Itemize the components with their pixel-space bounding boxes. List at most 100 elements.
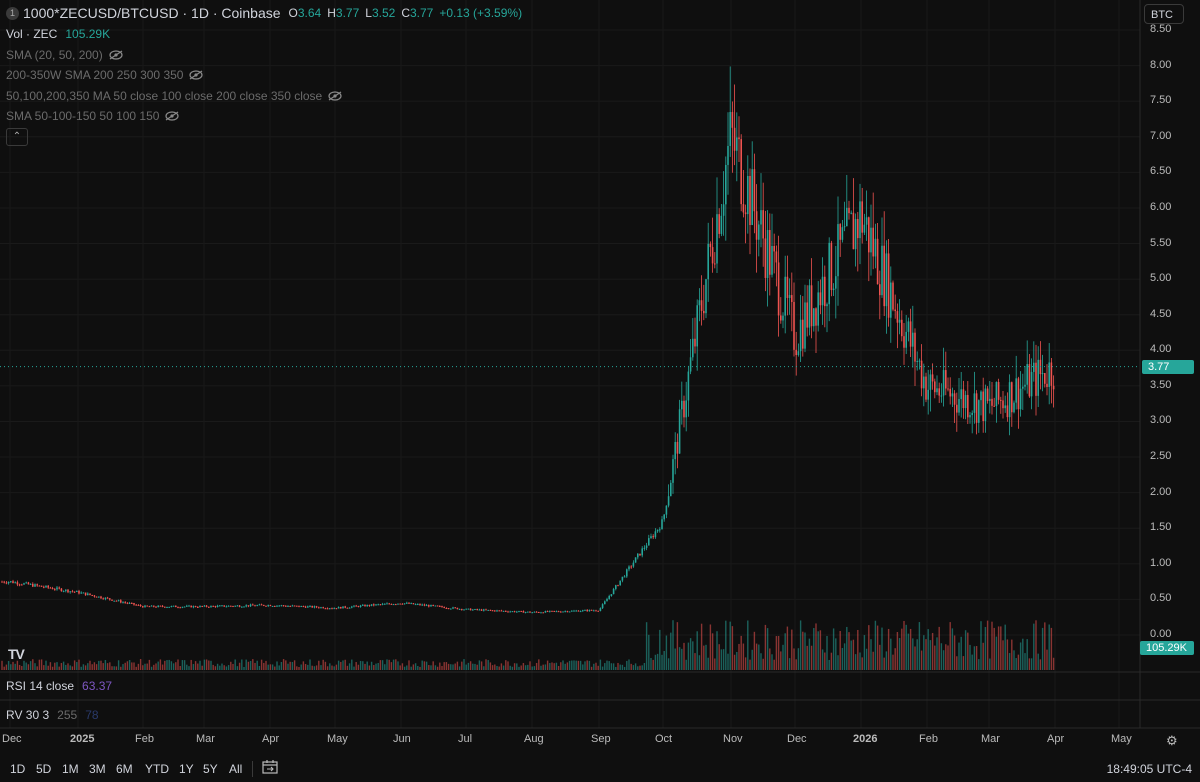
candle-body [18, 584, 21, 586]
collapse-legend-button[interactable]: ⌃ [6, 128, 28, 146]
candle-body [846, 207, 848, 227]
volume-bar [370, 661, 373, 670]
candle-body [135, 604, 137, 606]
candle-body [254, 605, 256, 607]
hidden-eye-icon[interactable] [328, 91, 342, 101]
volume-bar [289, 661, 291, 670]
timeframe-ytd[interactable]: YTD [145, 762, 169, 776]
volume-bar [375, 663, 377, 670]
timeframe-1m[interactable]: 1M [62, 762, 79, 776]
candle-body [221, 605, 223, 607]
volume-legend[interactable]: Vol · ZEC 105.29K [6, 27, 110, 41]
volume-bar [958, 642, 960, 670]
volume-bar [876, 625, 879, 670]
current-price-tag: 3.77 [1142, 360, 1194, 374]
volume-bar [828, 659, 830, 670]
hidden-eye-icon[interactable] [109, 50, 123, 60]
volume-bar [529, 661, 531, 670]
volume-bar [896, 631, 899, 670]
candle-body [476, 609, 478, 611]
volume-bar [458, 666, 461, 670]
volume-bar [993, 627, 995, 670]
candle-body [98, 596, 100, 598]
candle-body [124, 602, 126, 604]
candle-body [784, 276, 786, 316]
candle-body [870, 227, 872, 253]
volume-bar [285, 660, 287, 670]
volume-bar [496, 665, 498, 670]
volume-bar [659, 629, 661, 670]
symbol-title[interactable]: 1000*ZECUSD/BTCUSD · 1D · Coinbase [23, 5, 281, 21]
candle-body [542, 612, 544, 614]
volume-bar [366, 661, 368, 670]
timeframe-1d[interactable]: 1D [10, 762, 26, 776]
candle-body [441, 606, 443, 608]
volume-bar [879, 644, 881, 670]
symbol-legend[interactable]: 1 1000*ZECUSD/BTCUSD · 1D · Coinbase O3.… [6, 5, 522, 21]
timeframe-all[interactable]: All [229, 762, 243, 776]
volume-bar [5, 664, 8, 670]
timeframe-3m[interactable]: 3M [89, 762, 106, 776]
candle-body [793, 301, 795, 350]
volume-bar [815, 623, 817, 670]
volume-bar [410, 666, 412, 670]
hidden-eye-icon[interactable] [189, 70, 204, 80]
candle-body [423, 604, 426, 606]
indicator-sma-50-100-150[interactable]: SMA 50-100-150 50 100 150 [6, 109, 180, 123]
volume-bar [104, 660, 107, 670]
candle-body [909, 321, 912, 347]
indicator-200-350w-sma[interactable]: 200-350W SMA 200 250 300 350 [6, 68, 204, 82]
candle-body [496, 610, 498, 612]
volume-bar [313, 666, 316, 670]
candle-body [777, 262, 780, 316]
timeframe-5d[interactable]: 5D [36, 762, 52, 776]
hidden-eye-icon[interactable] [165, 111, 180, 121]
candle-body [876, 238, 879, 285]
currency-selector[interactable]: BTC [1144, 4, 1184, 24]
volume-bar [230, 661, 232, 670]
candle-body [84, 592, 87, 596]
volume-bar [740, 635, 742, 670]
indicator-sma-20-50-200[interactable]: SMA (20, 50, 200) [6, 48, 123, 62]
volume-bar [111, 666, 113, 670]
volume-bar [377, 662, 379, 670]
volume-bar [637, 666, 639, 670]
volume-bar [650, 657, 652, 670]
volume-bar [703, 645, 705, 670]
candle-body [62, 590, 65, 592]
timeframe-1y[interactable]: 1Y [179, 762, 194, 776]
volume-bar [252, 659, 254, 670]
volume-bar [1035, 620, 1037, 670]
volume-bar [199, 660, 201, 670]
volume-bar [353, 666, 355, 670]
candle-body [216, 605, 219, 608]
volume-bar [274, 666, 276, 670]
rv-legend[interactable]: RV 30 3 255 78 [6, 708, 99, 722]
volume-bar [197, 663, 199, 670]
time-axis-label: Mar [981, 733, 1000, 745]
settings-gear-icon[interactable]: ⚙ [1166, 733, 1178, 748]
candle-body [238, 605, 241, 607]
volume-bar [487, 660, 489, 670]
tradingview-logo[interactable]: TV [8, 646, 25, 662]
candle-body [810, 285, 813, 327]
candle-body [828, 242, 830, 305]
volume-bar [725, 620, 727, 670]
candle-body [320, 607, 322, 609]
candle-body [898, 319, 901, 323]
candle-body [692, 338, 694, 358]
timeframe-6m[interactable]: 6M [116, 762, 133, 776]
timeframe-5y[interactable]: 5Y [203, 762, 218, 776]
candle-body [186, 605, 188, 607]
time-axis-label: Jun [393, 733, 411, 745]
candle-body [632, 562, 635, 567]
candle-body [128, 602, 131, 604]
volume-bar [582, 664, 584, 670]
volume-bar [461, 661, 463, 670]
date-range-icon[interactable] [262, 760, 278, 774]
candle-body [775, 251, 778, 263]
indicator-ma-50-100-200-350[interactable]: 50,100,200,350 MA 50 close 100 close 200… [6, 89, 342, 103]
rsi-legend[interactable]: RSI 14 close 63.37 [6, 679, 112, 693]
volume-bar [153, 664, 155, 670]
